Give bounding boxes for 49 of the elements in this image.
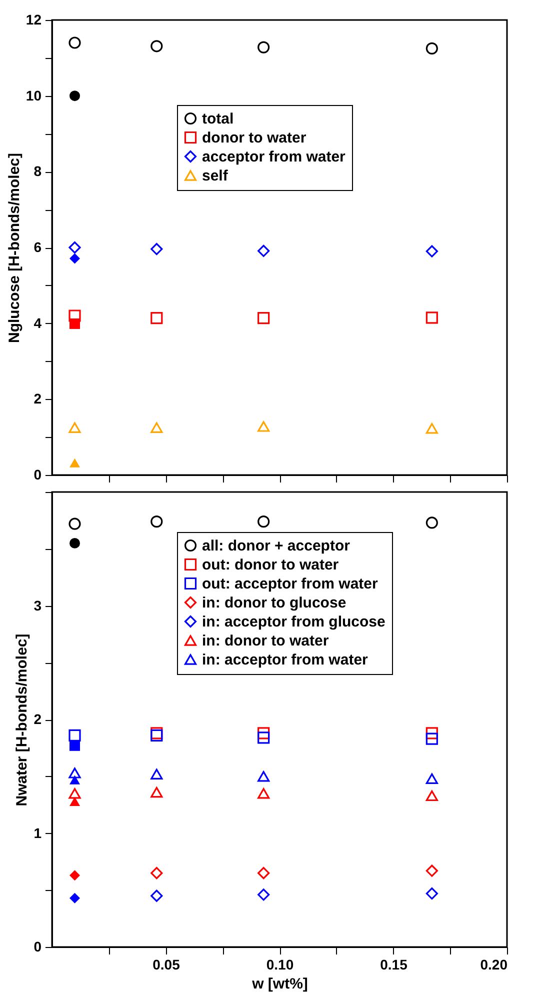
- point: [70, 90, 80, 102]
- point: [258, 421, 270, 432]
- legend-label: self: [202, 168, 229, 184]
- point: [150, 312, 163, 324]
- x-axis-title: w [wt%]: [251, 976, 308, 992]
- legend-label: total: [202, 110, 234, 128]
- point: [258, 312, 270, 324]
- point: [68, 422, 81, 433]
- point: [70, 458, 80, 468]
- y-tick-label: 2: [34, 711, 42, 727]
- legend-label: in: acceptor from water: [202, 652, 368, 668]
- x-tick-label: 0.15: [380, 956, 408, 972]
- legend-label: all: donor + acceptor: [202, 538, 350, 554]
- x-tick-label: 0.05: [152, 956, 180, 972]
- point: [68, 241, 81, 254]
- legend-label: out: acceptor from water: [202, 576, 378, 592]
- y-tick-label: 12: [26, 12, 42, 28]
- y-tick-label: 0: [34, 466, 42, 482]
- point: [426, 312, 438, 324]
- y-axis-title: Nglucose [H-bonds/molec]: [6, 152, 23, 344]
- point: [68, 310, 81, 322]
- y-tick-label: 1: [34, 824, 42, 841]
- point: [150, 242, 163, 256]
- y-tick-label: 0: [34, 938, 42, 954]
- legend-label: in: acceptor from glucose: [202, 614, 386, 630]
- y-tick-label: 6: [34, 239, 42, 255]
- point: [426, 423, 438, 434]
- x-tick-label: 0.10: [266, 956, 294, 972]
- legend-label: in: donor to glucose: [202, 594, 346, 612]
- point: [70, 318, 80, 329]
- point: [258, 244, 270, 257]
- point: [68, 36, 81, 49]
- legend-label: out: donor to water: [202, 556, 339, 574]
- y-tick-label: 8: [34, 163, 42, 180]
- point: [426, 42, 438, 54]
- x-tick-label: 0.20: [480, 956, 508, 972]
- point: [150, 40, 163, 52]
- point: [258, 41, 270, 54]
- point: [150, 422, 163, 433]
- point: [426, 245, 438, 258]
- point: [70, 253, 80, 264]
- y-tick-label: 10: [26, 87, 42, 104]
- y-tick-label: 2: [34, 390, 42, 407]
- y-axis-title: Nwater [H-bonds/molec]: [14, 634, 31, 806]
- legend-label: acceptor from water: [202, 148, 346, 166]
- y-tick-label: 4: [34, 314, 42, 331]
- y-tick-label: 3: [34, 597, 42, 614]
- legend-label: in: donor to water: [202, 632, 329, 650]
- legend-label: donor to water: [202, 130, 306, 146]
